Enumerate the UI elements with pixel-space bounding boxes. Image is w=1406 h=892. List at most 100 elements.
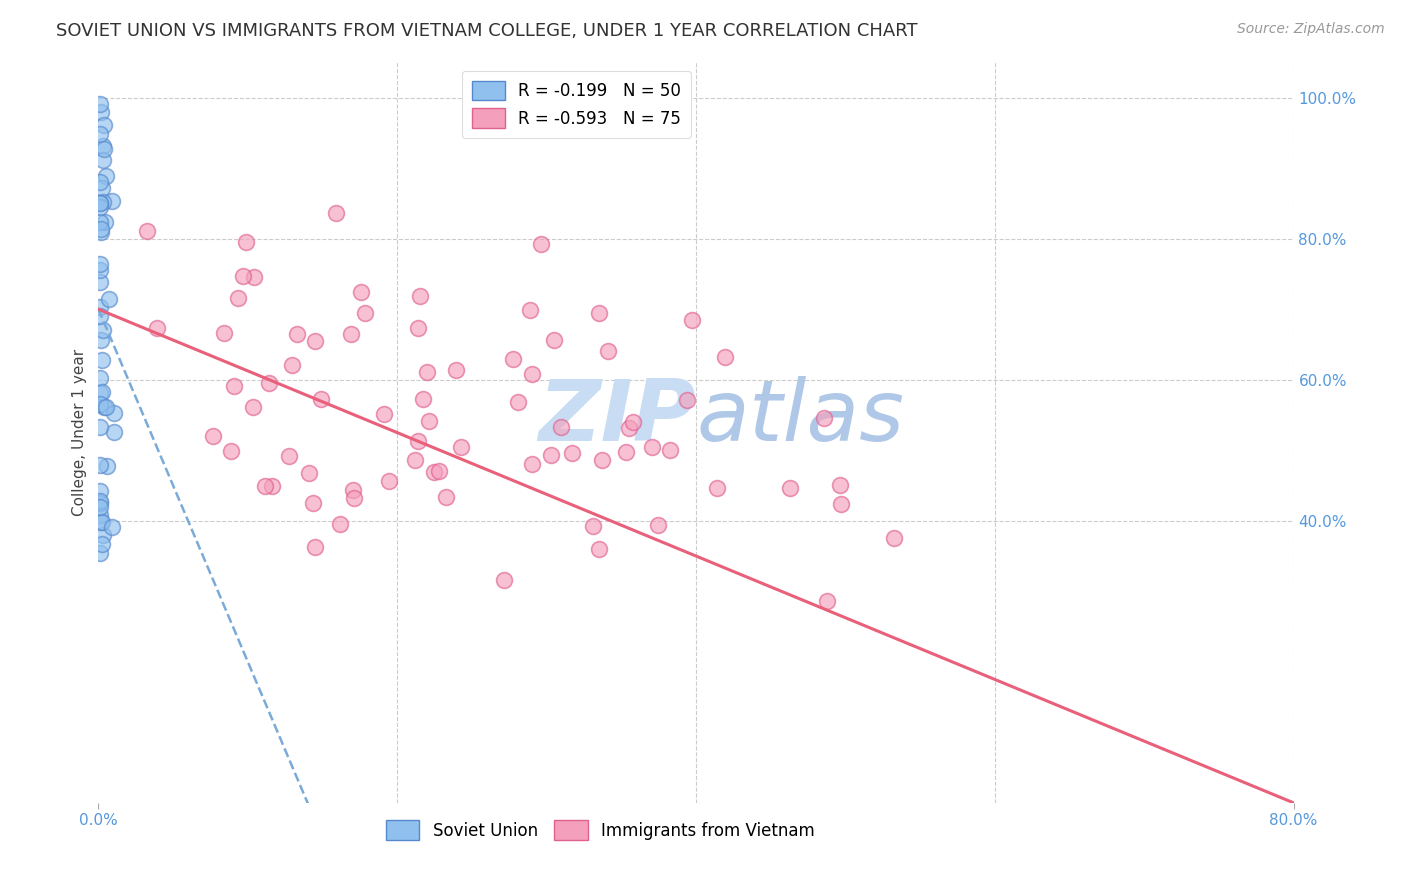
Point [378, 474, 401, 488]
Point [494, 573, 516, 587]
Point [591, 453, 613, 467]
Point [621, 415, 644, 429]
Point [242, 401, 264, 415]
Point [89, 175, 111, 189]
Point [706, 481, 728, 495]
Point [416, 365, 439, 379]
Point [93, 400, 115, 414]
Point [257, 376, 280, 390]
Point [89, 310, 111, 324]
Point [339, 326, 361, 341]
Point [89, 420, 111, 434]
Point [373, 408, 395, 422]
Point [681, 313, 703, 327]
Point [94, 400, 117, 414]
Point [89, 195, 111, 210]
Point [418, 414, 440, 428]
Point [543, 333, 565, 347]
Point [262, 478, 284, 492]
Point [540, 448, 562, 462]
Point [647, 517, 669, 532]
Point [329, 517, 352, 532]
Point [89, 263, 111, 277]
Point [779, 481, 801, 495]
Point [278, 449, 301, 463]
Point [90, 222, 112, 236]
Point [90, 333, 112, 347]
Point [89, 496, 111, 510]
Point [91, 537, 114, 551]
Point [89, 300, 111, 314]
Point [91, 139, 114, 153]
Point [89, 200, 111, 214]
Point [232, 268, 254, 283]
Point [561, 446, 583, 460]
Point [90, 181, 112, 195]
Point [598, 344, 620, 359]
Point [444, 363, 467, 377]
Point [408, 434, 430, 449]
Point [96, 169, 118, 184]
Point [89, 385, 111, 400]
Point [285, 326, 308, 341]
Point [675, 393, 697, 408]
Point [89, 508, 111, 523]
Point [90, 515, 112, 529]
Point [235, 235, 257, 249]
Point [408, 289, 430, 303]
Point [658, 443, 681, 458]
Point [350, 285, 373, 300]
Text: Source: ZipAtlas.com: Source: ZipAtlas.com [1237, 22, 1385, 37]
Point [201, 429, 224, 443]
Point [101, 194, 124, 208]
Point [89, 500, 111, 514]
Point [89, 371, 111, 385]
Point [281, 358, 304, 372]
Point [89, 127, 111, 141]
Point [520, 367, 543, 381]
Point [404, 452, 426, 467]
Point [412, 392, 434, 406]
Y-axis label: College, Under 1 year: College, Under 1 year [72, 349, 87, 516]
Point [90, 515, 112, 529]
Point [103, 425, 125, 439]
Point [550, 419, 572, 434]
Point [588, 541, 610, 556]
Point [91, 528, 114, 542]
Point [146, 320, 169, 334]
Point [219, 443, 242, 458]
Point [89, 195, 111, 210]
Point [641, 440, 664, 454]
Text: atlas: atlas [696, 376, 904, 459]
Point [89, 96, 111, 111]
Point [304, 540, 326, 554]
Point [98, 292, 121, 306]
Point [93, 142, 115, 156]
Point [408, 320, 430, 334]
Point [883, 531, 905, 545]
Point [343, 491, 366, 505]
Text: SOVIET UNION VS IMMIGRANTS FROM VIETNAM COLLEGE, UNDER 1 YEAR CORRELATION CHART: SOVIET UNION VS IMMIGRANTS FROM VIETNAM … [56, 22, 918, 40]
Point [89, 104, 111, 119]
Point [243, 270, 266, 285]
Point [89, 494, 111, 508]
Point [304, 334, 326, 348]
Point [91, 153, 114, 168]
Point [588, 306, 610, 320]
Point [135, 224, 157, 238]
Point [226, 291, 249, 305]
Point [617, 420, 640, 434]
Point [301, 496, 323, 510]
Point [519, 302, 541, 317]
Point [224, 378, 246, 392]
Point [89, 214, 111, 228]
Point [530, 237, 553, 252]
Point [506, 395, 529, 409]
Point [502, 352, 524, 367]
Point [94, 215, 117, 229]
Point [254, 479, 277, 493]
Point [813, 411, 835, 425]
Point [214, 326, 236, 340]
Point [89, 397, 111, 411]
Point [450, 440, 472, 454]
